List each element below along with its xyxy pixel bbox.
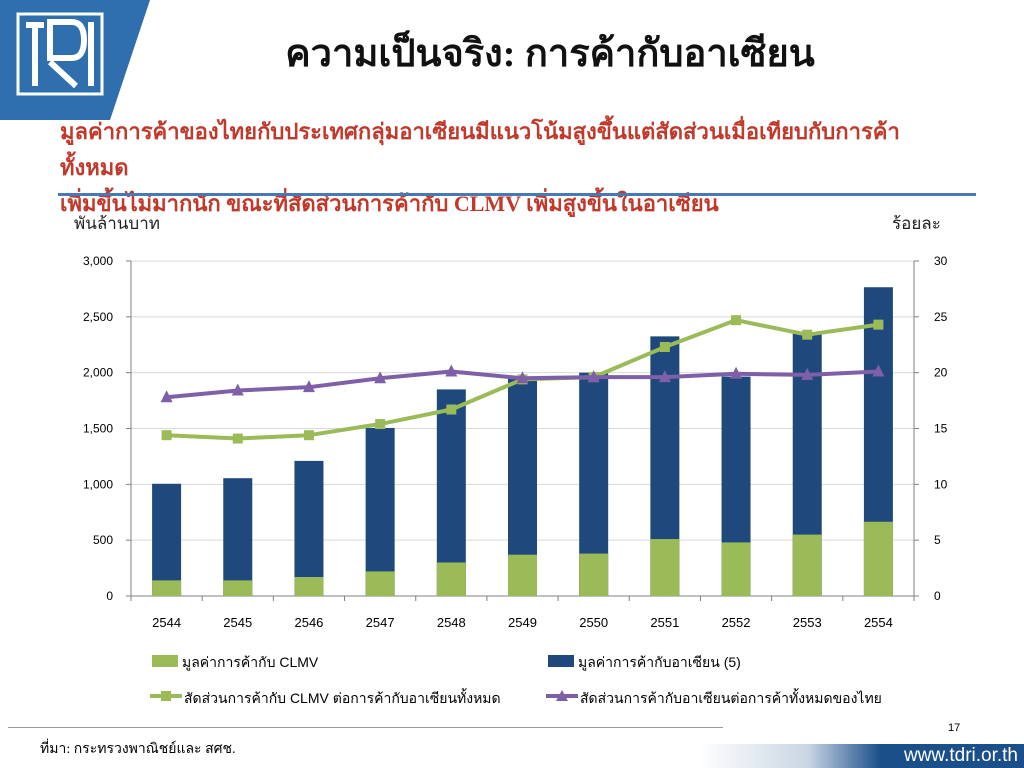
- legend-label-clmv-share: สัดส่วนการค้ากับ CLMV ต่อการค้ากับอาเซีย…: [184, 690, 501, 706]
- point-clmv-share: [802, 329, 813, 340]
- bar-clmv-value: [365, 571, 395, 596]
- x-tick-label: 2552: [722, 615, 751, 630]
- x-tick-label: 2544: [152, 615, 181, 630]
- x-tick-label: 2553: [793, 615, 822, 630]
- bar-clmv-value: [863, 521, 893, 596]
- x-tick-label: 2550: [579, 615, 608, 630]
- bar-clmv-value: [579, 553, 609, 596]
- bar-asean-value: [436, 389, 466, 596]
- x-tick-label: 2551: [650, 615, 679, 630]
- x-tick-label: 2548: [437, 615, 466, 630]
- point-clmv-share: [731, 315, 742, 326]
- y-right-tick-label: 15: [934, 422, 948, 436]
- x-tick-label: 2546: [294, 615, 323, 630]
- point-asean-share: [658, 370, 671, 383]
- point-clmv-share: [303, 430, 314, 441]
- website-url: www.tdri.or.th: [880, 744, 1024, 768]
- bar-clmv-value: [721, 542, 751, 596]
- y-left-tick-label: 2,000: [83, 366, 113, 380]
- bar-clmv-value: [294, 577, 324, 596]
- bar-asean-value: [294, 460, 324, 596]
- bar-asean-value: [365, 427, 395, 596]
- legend-label-clmv-value: มูลค่าการค้ากับ CLMV: [182, 654, 319, 670]
- headline-line-1: มูลค่าการค้าของไทยกับประเทศกลุ่มอาเซียนม…: [60, 119, 900, 180]
- footer-gradient: [700, 744, 880, 768]
- point-asean-share: [231, 383, 244, 396]
- y-left-tick-label: 0: [106, 589, 113, 603]
- y-right-tick-label: 5: [934, 533, 941, 547]
- bar-asean-value: [223, 478, 253, 596]
- legend-swatch-clmv-share: [150, 691, 182, 701]
- bar-clmv-value: [792, 534, 822, 596]
- point-asean-share: [160, 390, 173, 403]
- y-right-tick-label: 0: [934, 589, 941, 603]
- headline-text: มูลค่าการค้าของไทยกับประเทศกลุ่มอาเซียนม…: [60, 114, 960, 222]
- point-clmv-share: [659, 341, 670, 352]
- source-note: ที่มา: กระทรวงพาณิชย์และ สศช.: [40, 742, 236, 757]
- point-clmv-share: [232, 433, 243, 444]
- legend-label-asean-value: มูลค่าการค้ากับอาเซียน (5): [578, 654, 741, 670]
- point-asean-share: [302, 380, 315, 393]
- bar-clmv-value: [436, 562, 466, 596]
- page-number: 17: [948, 722, 961, 734]
- point-asean-share: [801, 367, 814, 380]
- tdri-logo: [0, 0, 150, 120]
- point-asean-share: [516, 371, 529, 384]
- point-clmv-share: [375, 419, 386, 430]
- point-asean-share: [587, 370, 600, 383]
- page-title: ความเป็นจริง: การค้ากับอาเซียน: [285, 33, 815, 75]
- y-right-tick-label: 30: [934, 254, 948, 268]
- point-asean-share: [445, 364, 458, 377]
- legend-swatch-asean-share: [546, 690, 578, 701]
- y-right-tick-label: 20: [934, 366, 948, 380]
- point-asean-share: [374, 371, 387, 384]
- point-clmv-share: [161, 430, 172, 441]
- point-asean-share: [730, 366, 743, 379]
- bar-asean-value: [152, 483, 182, 596]
- legend-swatch-asean-value: [548, 655, 574, 667]
- bar-clmv-value: [223, 580, 253, 596]
- y-right-tick-label: 10: [934, 477, 948, 491]
- right-axis-unit: ร้อยละ: [892, 214, 941, 233]
- x-tick-label: 2547: [366, 615, 395, 630]
- bar-clmv-value: [152, 580, 182, 596]
- headline-line-2: เพิ่มขึ้นไม่มากนัก ขณะที่สัดส่วนการค้ากั…: [60, 191, 719, 216]
- legend-swatch-clmv-value: [152, 655, 178, 667]
- y-left-tick-label: 3,000: [83, 254, 113, 268]
- y-left-tick-label: 500: [93, 533, 113, 547]
- x-tick-label: 2549: [508, 615, 537, 630]
- title-divider: [58, 193, 976, 196]
- x-tick-label: 2554: [864, 615, 893, 630]
- y-left-tick-label: 2,500: [83, 310, 113, 324]
- y-left-tick-label: 1,500: [83, 422, 113, 436]
- y-right-tick-label: 25: [934, 310, 948, 324]
- left-axis-unit: พันล้านบาท: [74, 214, 160, 233]
- combo-chart: 0 0 500 5 1,000 10 1,500 15 2,000 20 2,500 25 3,000 3…: [83, 254, 948, 630]
- y-left-tick-label: 1,000: [83, 477, 113, 491]
- footer-divider: [8, 727, 723, 728]
- point-clmv-share: [873, 319, 884, 330]
- bar-clmv-value: [650, 539, 680, 596]
- x-tick-label: 2545: [223, 615, 252, 630]
- point-clmv-share: [446, 404, 457, 415]
- point-asean-share: [872, 364, 885, 377]
- legend-label-asean-share: สัดส่วนการค้ากับอาเซียนต่อการค้าทั้งหมดข…: [580, 690, 882, 706]
- bar-clmv-value: [508, 554, 537, 596]
